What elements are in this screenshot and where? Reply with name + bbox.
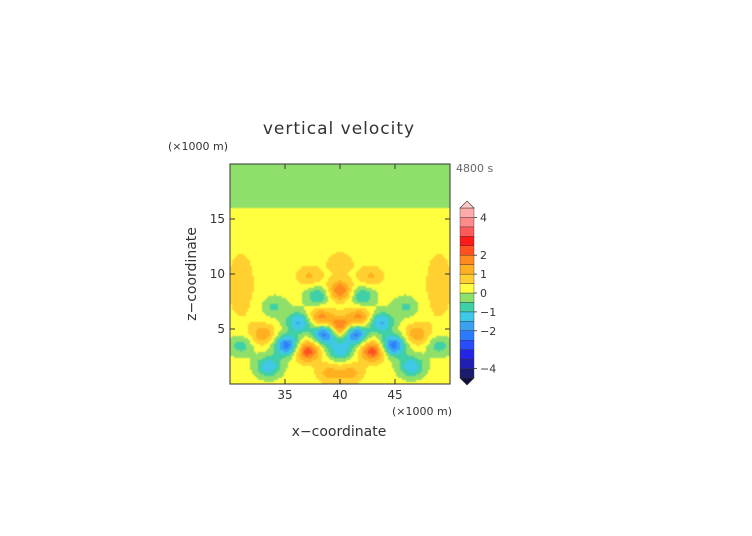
colorbar-segment [459,207,475,218]
colorbar-segment [459,358,475,369]
x-unit-label: (×1000 m) [392,405,452,418]
colorbar-tick-label: −1 [480,306,496,319]
colorbar-tick-label: 1 [480,268,487,281]
x-axis-title: x−coordinate [292,424,387,440]
colorbar-segment [459,245,475,256]
colorbar-segment [459,340,475,350]
colorbar-segment [459,226,475,237]
colorbar-tick-label: 2 [480,249,487,262]
colorbar-segment [459,273,475,284]
chart-title: vertical velocity [263,119,415,139]
y-tick-label: 5 [217,322,225,336]
colorbar-tick-label: −4 [480,363,496,376]
velocity-field [230,164,450,384]
y-tick-label: 10 [210,267,225,281]
colorbar-segment [459,283,475,294]
colorbar-segment [459,349,475,360]
colorbar-segment [459,292,475,303]
colorbar-segment [459,236,475,246]
colorbar-extend-max [459,200,475,209]
colorbar-tick-label: 0 [480,287,487,300]
colorbar-segment [459,255,475,265]
colorbar-extend-min [459,377,475,386]
x-tick-label: 35 [277,388,292,402]
colorbar-tick-label: 4 [480,211,487,224]
colorbar-segment [459,321,475,331]
x-axis: 35 40 45 [277,164,403,402]
x-tick-label: 45 [387,388,402,402]
colorbar-tick-label: −2 [480,325,496,338]
colorbar-segment [459,217,475,228]
colorbar: 4 2 1 0 −1 −2 −4 [459,200,496,386]
y-axis-title: z−coordinate [184,227,200,321]
colorbar-segment [459,302,475,313]
y-unit-label: (×1000 m) [168,140,228,153]
colorbar-segment [459,368,475,379]
y-axis: 5 10 15 [210,212,450,336]
time-label: 4800 s [456,162,493,175]
colorbar-segment [459,311,475,322]
colorbar-segment [459,330,475,341]
y-tick-label: 15 [210,212,225,226]
colorbar-segment [459,264,475,275]
x-tick-label: 40 [332,388,347,402]
